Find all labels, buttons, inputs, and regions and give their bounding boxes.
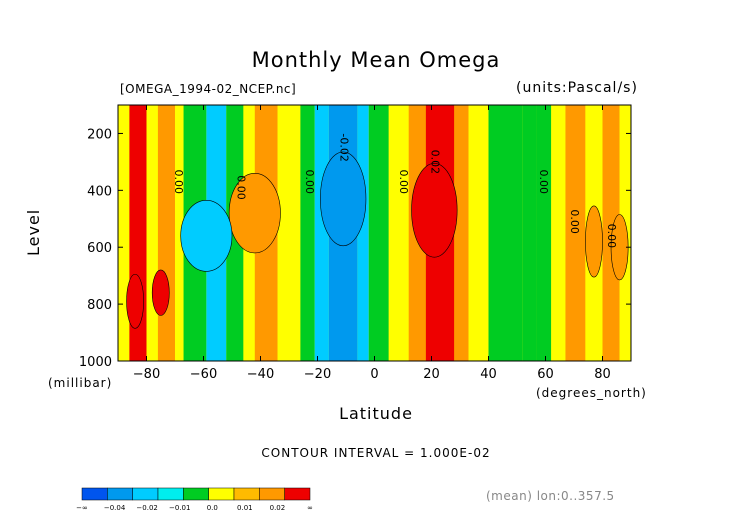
field-band — [357, 105, 369, 361]
x-axis-unit: (degrees_north) — [536, 386, 647, 400]
y-axis-unit: (millibar) — [48, 376, 113, 390]
colorbar-swatch — [284, 487, 311, 501]
x-tick-label: 80 — [594, 367, 611, 382]
contour-labels: 0.00 0.00 0.00 -0.02 0.00 0.02 0.00 0.00 0.00 — [172, 133, 618, 248]
field-band — [146, 105, 158, 361]
x-tick-label: 0 — [370, 367, 378, 382]
colorbar-label: 0.01 — [237, 504, 253, 512]
contour-label: -0.02 — [337, 133, 350, 161]
x-tick-label: −20 — [304, 367, 331, 382]
field-band — [551, 105, 566, 361]
y-tick-label: 1000 — [79, 355, 112, 370]
colorbar-swatch — [157, 487, 184, 501]
colorbar-swatch — [259, 487, 285, 501]
colorbar-swatch — [183, 487, 209, 501]
contour-label: 0.00 — [397, 170, 410, 195]
file-label: [OMEGA_1994-02_NCEP.nc] — [120, 82, 297, 96]
field-core — [585, 205, 603, 278]
contour-label: 0.00 — [303, 170, 316, 195]
contour-label: 0.00 — [568, 209, 581, 234]
colorbar-label: −0.04 — [104, 504, 126, 512]
axes: −80 −60 −40 −20 0 20 40 60 80 200 400 600 800 1000 — [79, 104, 632, 382]
field-band — [175, 105, 184, 361]
field-band — [314, 105, 329, 361]
field-band — [118, 105, 130, 361]
field-band — [522, 105, 537, 361]
x-tick-label: −80 — [133, 367, 160, 382]
field-core — [320, 151, 367, 247]
y-tick-label: 400 — [87, 184, 112, 199]
field-band — [602, 105, 620, 361]
field-band — [565, 105, 586, 361]
field-core — [151, 269, 170, 316]
field-band — [388, 105, 409, 361]
colorbar-label: −0.01 — [169, 504, 190, 512]
colorbar-swatch — [208, 487, 235, 501]
x-tick-label: 40 — [480, 367, 497, 382]
y-tick-label: 800 — [87, 298, 112, 313]
field-band — [488, 105, 523, 361]
x-tick-label: −60 — [190, 367, 217, 382]
field-band — [536, 105, 552, 361]
field-band — [368, 105, 389, 361]
field-band — [277, 105, 301, 361]
colorbar-label: 0.02 — [270, 504, 286, 512]
colorbar-label: −∞ — [76, 504, 88, 512]
field-core — [228, 172, 281, 254]
x-tick-label: −40 — [247, 367, 274, 382]
colorbar-swatch — [107, 487, 133, 501]
colorbar-label: ∞ — [307, 504, 313, 512]
region-note: (mean) lon:0..357.5 — [486, 489, 615, 503]
x-tick-label: 60 — [537, 367, 554, 382]
y-tick-label: 200 — [87, 127, 112, 142]
y-axis-title: Level — [24, 208, 43, 256]
field-band — [300, 105, 315, 361]
contour-label: 0.02 — [429, 150, 442, 175]
contour-label: 0.00 — [235, 175, 248, 200]
colorbar-swatch — [132, 487, 159, 501]
contour-interval: CONTOUR INTERVAL = 1.000E-02 — [261, 446, 491, 460]
y-tick-label: 600 — [87, 241, 112, 256]
field-band — [468, 105, 489, 361]
colorbar-label: −0.02 — [136, 504, 157, 512]
contour-label: 0.00 — [537, 170, 550, 195]
colorbar-swatch — [81, 487, 108, 501]
field-band — [157, 105, 175, 361]
contour-label: 0.00 — [605, 224, 618, 249]
colorbar-label: 0.0 — [207, 504, 218, 512]
chart-title: Monthly Mean Omega — [251, 48, 501, 72]
contour-fields — [118, 105, 631, 361]
field-core — [180, 199, 233, 272]
x-tick-label: 20 — [423, 367, 440, 382]
units-label: (units:Pascal/s) — [516, 80, 638, 96]
contour-label: 0.00 — [172, 170, 185, 195]
colorbar: −∞ −0.04 −0.02 −0.01 0.0 0.01 0.02 ∞ — [76, 487, 313, 512]
field-core — [126, 273, 144, 329]
x-axis-title: Latitude — [339, 404, 413, 423]
field-band — [454, 105, 469, 361]
colorbar-swatch — [233, 487, 260, 501]
field-core — [411, 163, 458, 258]
